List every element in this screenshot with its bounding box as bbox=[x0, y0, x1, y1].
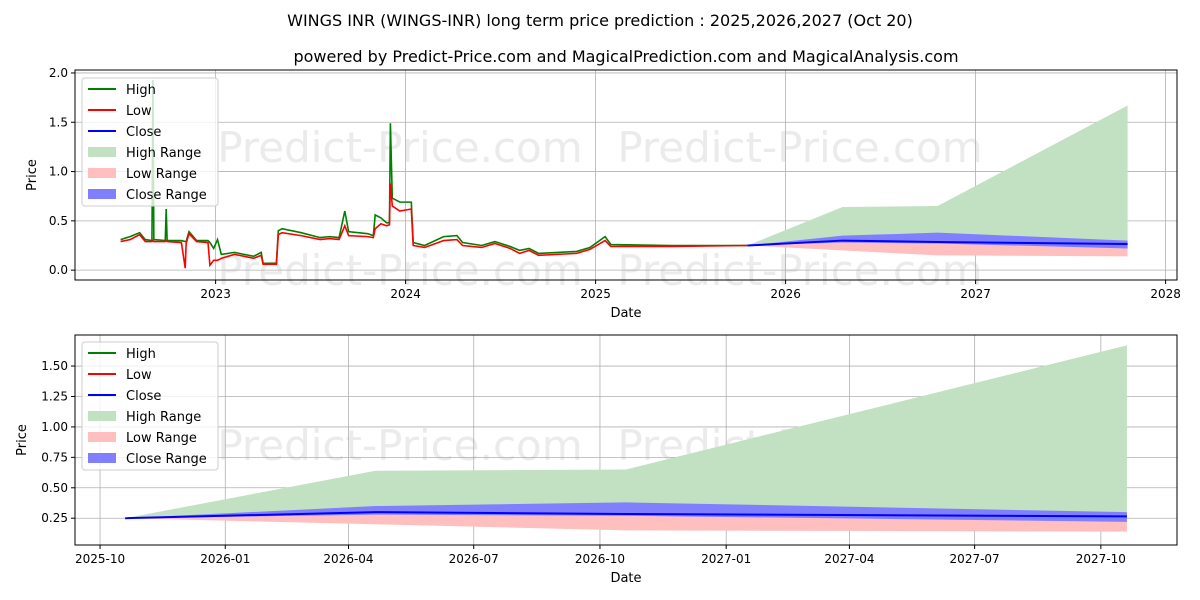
legend-item: Close Range bbox=[88, 188, 207, 203]
y-tick-label: 0.5 bbox=[49, 214, 68, 228]
legend-item: High Range bbox=[88, 146, 201, 161]
legend-patch-swatch bbox=[88, 453, 116, 463]
watermark: Predict-Price.com bbox=[617, 123, 982, 172]
legend: High Low Close High Range Low Range Close Ran… bbox=[81, 341, 219, 471]
y-tick-label: 0.25 bbox=[41, 511, 68, 525]
x-tick-label: 2027-07 bbox=[950, 552, 1000, 566]
legend-item: High Range bbox=[88, 410, 201, 425]
legend-item: High bbox=[88, 347, 156, 362]
legend-label: High bbox=[126, 347, 156, 362]
x-tick-label: 2027-01 bbox=[701, 552, 751, 566]
y-tick-label: 2.0 bbox=[49, 66, 68, 80]
close-range-area bbox=[125, 502, 1127, 522]
x-tick-label: 2026-10 bbox=[575, 552, 625, 566]
legend-label: Low Range bbox=[126, 167, 197, 182]
x-tick-label: 2026-01 bbox=[200, 552, 250, 566]
high-line bbox=[120, 79, 748, 265]
legend-label: Close Range bbox=[126, 452, 207, 467]
legend-label: High Range bbox=[126, 146, 201, 161]
x-tick-label: 2028 bbox=[1150, 287, 1181, 301]
x-tick-label: 2025 bbox=[580, 287, 611, 301]
x-tick-label: 2027-10 bbox=[1076, 552, 1126, 566]
chart-subtitle: powered by Predict-Price.com and Magical… bbox=[293, 47, 958, 66]
y-tick-label: 1.25 bbox=[41, 389, 68, 403]
watermark: Predict-Price.com bbox=[217, 421, 582, 470]
y-axis-label: Price bbox=[25, 159, 40, 191]
legend-label: Close bbox=[126, 125, 161, 140]
y-tick-label: 1.00 bbox=[41, 420, 68, 434]
bottom-chart: Predict-Price.comPredict-Price.com2025-1… bbox=[15, 334, 1178, 586]
legend-item: Close Range bbox=[88, 452, 207, 467]
legend-item: Low bbox=[88, 104, 152, 119]
legend-label: High Range bbox=[126, 410, 201, 425]
x-axis-label: Date bbox=[610, 306, 641, 321]
legend-item: Low Range bbox=[88, 167, 197, 182]
close-line bbox=[747, 239, 1128, 247]
legend-patch-swatch bbox=[88, 168, 116, 178]
x-tick-label: 2023 bbox=[200, 287, 231, 301]
legend-item: Close bbox=[88, 125, 161, 140]
top-chart: Predict-Price.com Predict-Price.comPredic… bbox=[25, 66, 1181, 321]
legend-item: Close bbox=[88, 389, 161, 404]
x-axis-label: Date bbox=[610, 571, 641, 586]
y-tick-label: 0.75 bbox=[41, 450, 68, 464]
y-tick-label: 1.5 bbox=[49, 115, 68, 129]
x-tick-label: 2025-10 bbox=[75, 552, 125, 566]
x-tick-label: 2026-04 bbox=[323, 552, 373, 566]
legend-item: Low bbox=[88, 368, 152, 383]
y-axis-label: Price bbox=[15, 424, 30, 456]
y-tick-label: 0.0 bbox=[49, 263, 68, 277]
x-tick-label: 2027-04 bbox=[824, 552, 874, 566]
high-range-area bbox=[125, 345, 1127, 519]
x-tick-label: 2026-07 bbox=[449, 552, 499, 566]
legend-item: Low Range bbox=[88, 431, 197, 446]
legend-label: High bbox=[126, 83, 156, 98]
legend-label: Low Range bbox=[126, 431, 197, 446]
watermark: Predict-Price.com bbox=[217, 123, 582, 172]
x-tick-label: 2026 bbox=[770, 287, 801, 301]
legend-label: Low bbox=[126, 104, 152, 119]
legend-patch-swatch bbox=[88, 147, 116, 157]
legend-patch-swatch bbox=[88, 432, 116, 442]
axes-frame bbox=[74, 69, 1178, 281]
legend: High Low Close High Range Low Range Close Ran… bbox=[81, 77, 219, 207]
close-line bbox=[125, 511, 1127, 520]
y-tick-label: 1.50 bbox=[41, 359, 68, 373]
legend-patch-swatch bbox=[88, 411, 116, 421]
axes-frame bbox=[74, 334, 1178, 546]
legend-label: Low bbox=[126, 368, 152, 383]
x-tick-label: 2024 bbox=[390, 287, 421, 301]
legend-label: Close bbox=[126, 389, 161, 404]
low-line bbox=[120, 183, 748, 269]
x-tick-label: 2027 bbox=[960, 287, 991, 301]
legend-item: High bbox=[88, 83, 156, 98]
high-range-area bbox=[747, 105, 1128, 246]
legend-patch-swatch bbox=[88, 189, 116, 199]
chart-title: WINGS INR (WINGS-INR) long term price pr… bbox=[287, 11, 913, 30]
y-tick-label: 0.50 bbox=[41, 481, 68, 495]
close-range-area bbox=[747, 232, 1128, 249]
y-tick-label: 1.0 bbox=[49, 165, 68, 179]
legend-label: Close Range bbox=[126, 188, 207, 203]
